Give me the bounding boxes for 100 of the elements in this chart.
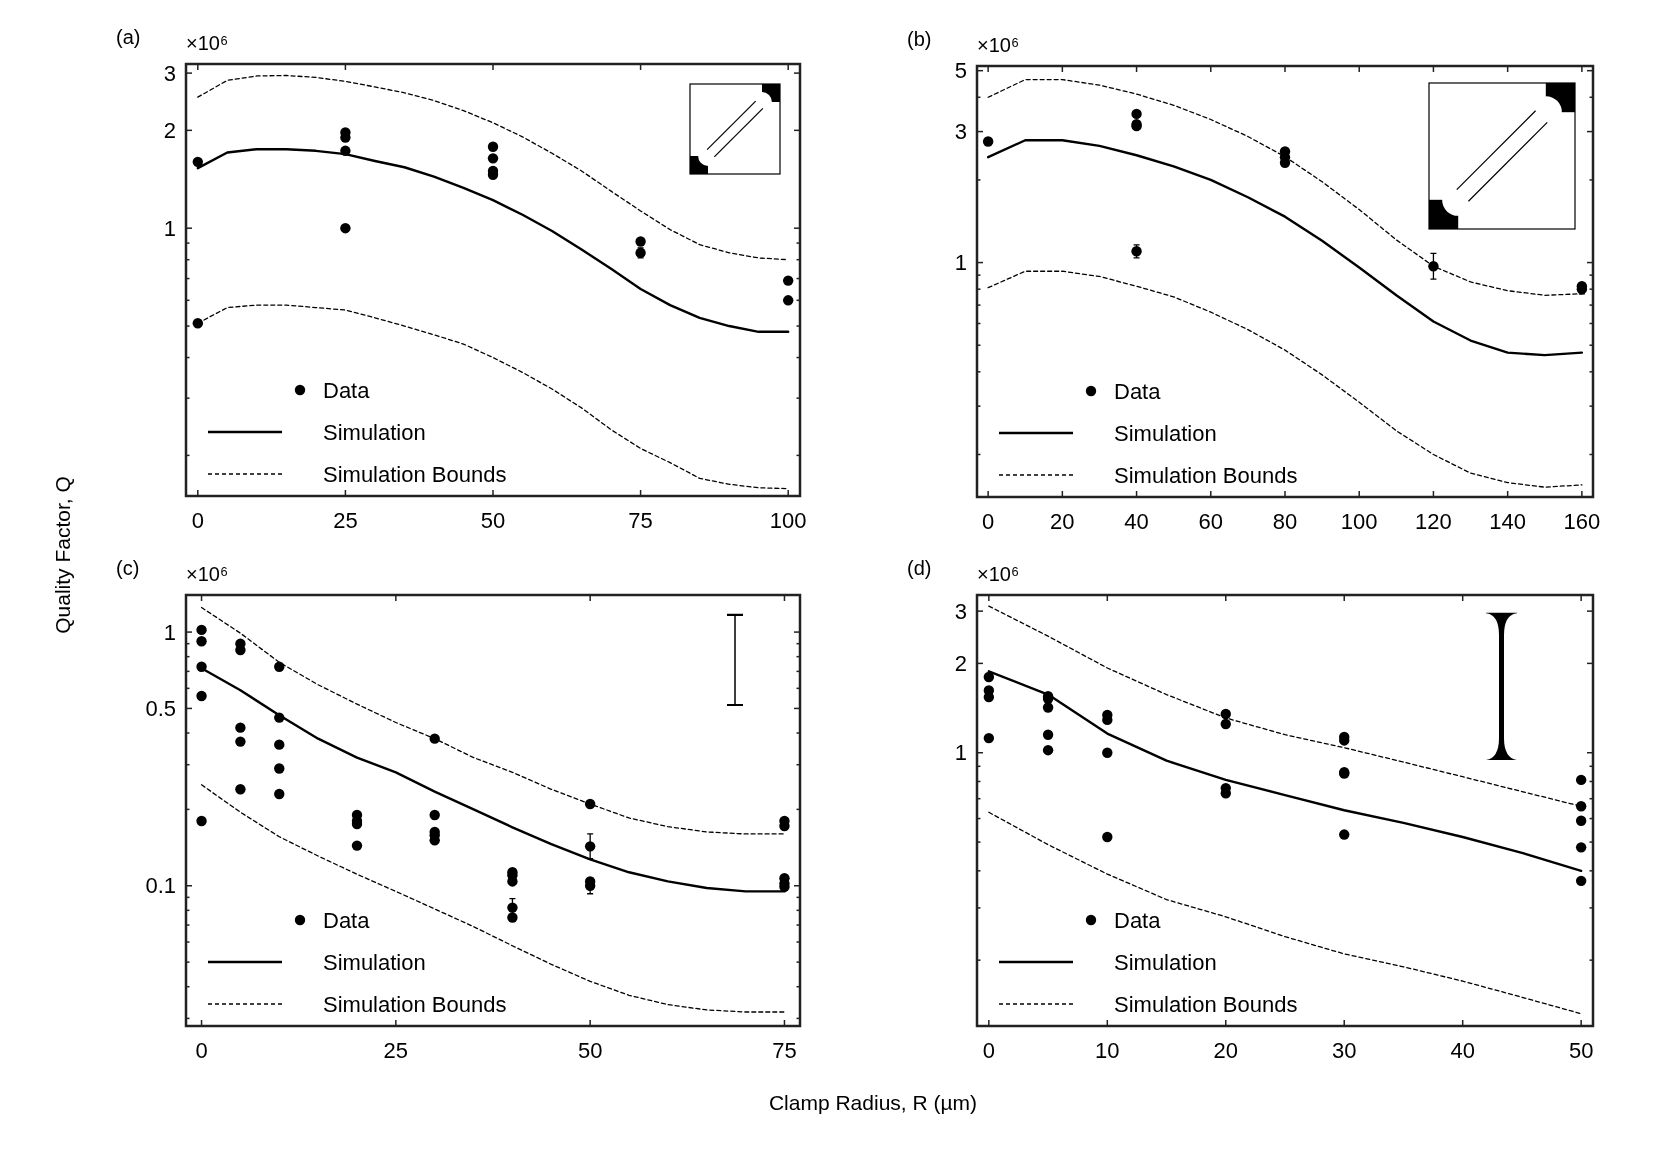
point [274,661,285,672]
point [983,671,995,683]
y-tick-label: 2 [954,651,967,677]
point [1339,829,1350,840]
y-tick-label: 0.1 [145,873,176,899]
point [235,736,246,747]
point [351,840,363,851]
x-tick-label: 0 [982,509,995,534]
point [235,722,246,733]
point [983,732,995,744]
x-tick-label: 50 [577,1038,603,1063]
x-tick-label: 140 [1489,509,1527,534]
legend-label: Data [1114,378,1162,404]
y-tick-label: 1 [163,619,176,645]
point [782,275,794,286]
text: ×10⁶ [977,34,1020,56]
x-tick-label: 40 [1450,1038,1475,1063]
point [196,636,207,647]
point [340,223,351,234]
x-tick-label: 120 [1415,509,1452,534]
point [1042,744,1054,756]
y-tick-label: 1 [163,215,176,241]
y-tick-label: 3 [163,60,176,86]
chart-title: (d) [907,557,932,579]
legend-label: Data [323,907,371,933]
point [274,763,285,774]
chart-title: (a) [116,26,141,48]
point [1042,702,1054,713]
legend-label: Simulation [1114,420,1217,446]
x-tick-label: 0 [982,1038,995,1063]
line-series [987,270,1583,488]
line-series [197,74,789,261]
x-tick-label: 40 [1124,509,1149,534]
x-axis-title: Clamp Radius, R (µm) [768,1091,978,1114]
x-tick-label: 100 [1340,509,1378,534]
x-tick-label: 80 [1272,509,1298,534]
x-tick-label: 50 [480,508,506,533]
point [584,841,596,852]
y-tick-label: 0.5 [145,696,176,722]
point [1575,774,1587,786]
chart-title: (b) [907,28,932,50]
legend-label: Data [1114,907,1162,933]
point [196,690,207,702]
point [235,784,246,795]
x-tick-label: 160 [1563,509,1601,534]
text: ×10⁶ [186,563,229,585]
point [1102,747,1113,758]
y-tick-label: 3 [954,119,967,145]
point [1575,815,1587,826]
legend-label: Simulation Bounds [1114,462,1298,488]
point [196,815,207,827]
y-tick-label: 5 [954,58,967,84]
point [507,912,518,923]
point [1220,718,1231,730]
x-tick-label: 20 [1213,1038,1239,1063]
point [274,788,285,800]
legend-label: Simulation [323,419,426,445]
x-tick-label: 75 [628,508,653,533]
line-series [988,811,1582,1015]
x-tick-label: 10 [1095,1038,1120,1063]
point [1575,842,1587,853]
x-tick-label: 25 [383,1038,409,1063]
line-series [200,784,786,1013]
x-tick-label: 50 [1568,1038,1594,1063]
y-tick-label: 1 [954,740,967,766]
point [635,236,646,247]
point [196,624,207,636]
line-series [986,139,1584,357]
chart-title: (c) [116,557,140,579]
point [487,153,499,164]
y-axis-title: Quality Factor, Q [51,476,74,634]
legend-label: Simulation Bounds [323,461,507,487]
x-tick-label: 25 [333,508,358,533]
point [982,136,994,147]
point [274,739,285,750]
text: ×10⁶ [977,563,1020,585]
point [1575,875,1587,887]
y-tick-label: 1 [954,250,967,276]
y-tick-label: 2 [163,118,176,144]
legend-label: Data [323,377,371,403]
legend-label: Simulation Bounds [1114,991,1298,1017]
x-tick-label: 20 [1050,509,1075,534]
point [782,295,794,306]
point [507,902,518,913]
x-tick-label: 0 [191,508,204,533]
x-tick-label: 100 [769,508,807,533]
point [429,809,440,821]
point [1575,801,1587,812]
y-tick-label: 3 [954,598,967,624]
x-tick-label: 75 [772,1038,797,1063]
point [1042,729,1054,740]
legend-label: Simulation [1114,949,1217,975]
point [1131,108,1142,120]
x-tick-label: 30 [1331,1038,1357,1063]
legend-label: Simulation [323,949,426,975]
text: ×10⁶ [186,32,229,54]
point [487,141,499,152]
legend-label: Simulation Bounds [323,991,507,1017]
point [1102,831,1113,843]
x-tick-label: 60 [1198,509,1224,534]
